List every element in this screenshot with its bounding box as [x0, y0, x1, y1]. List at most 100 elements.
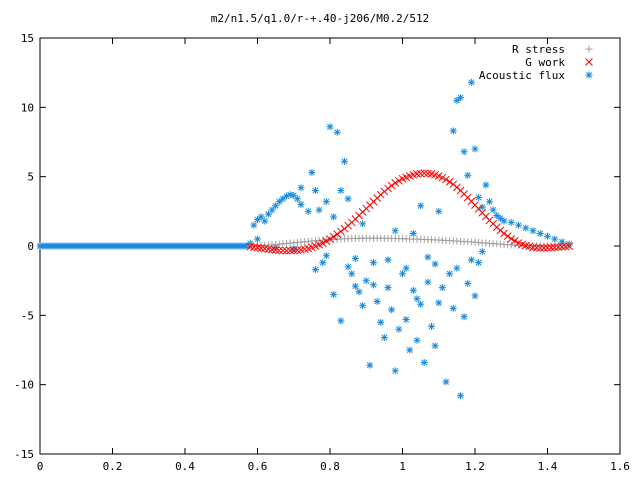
- series-point: [536, 230, 544, 238]
- series-point: [297, 184, 305, 192]
- series-point: [344, 263, 352, 271]
- series-point: [554, 243, 563, 251]
- series-point: [475, 193, 483, 201]
- y-tick-label: 5: [27, 171, 34, 184]
- series-point: [322, 237, 331, 246]
- y-tick-label: -15: [14, 448, 34, 461]
- series-point: [482, 181, 490, 189]
- series-point: [384, 184, 392, 193]
- series-point: [36, 242, 44, 250]
- series-point: [442, 175, 450, 184]
- series-point: [424, 169, 432, 178]
- series-point: [337, 187, 345, 195]
- series-point: [391, 367, 399, 375]
- series-point: [326, 235, 334, 243]
- series-point: [496, 214, 504, 222]
- series-point: [467, 78, 475, 86]
- series-point: [475, 259, 483, 267]
- series-point: [428, 322, 435, 330]
- series-point: [322, 252, 330, 260]
- series-point: [547, 243, 555, 252]
- series-point: [420, 169, 429, 178]
- series-point: [471, 145, 479, 153]
- series-point: [406, 346, 414, 354]
- series-point: [275, 198, 283, 206]
- series-point: [308, 169, 316, 177]
- series-point: [457, 94, 464, 102]
- x-tick-label: 0.2: [103, 460, 123, 473]
- series-point: [377, 318, 385, 326]
- series-point: [558, 238, 566, 246]
- series-2: [36, 78, 573, 400]
- series-point: [348, 270, 356, 278]
- series-point: [438, 284, 446, 292]
- series-point: [511, 237, 519, 245]
- y-tick-label: 0: [27, 240, 34, 253]
- series-point: [370, 281, 377, 289]
- series-point: [424, 278, 432, 286]
- x-tick-label: 0.8: [320, 460, 340, 473]
- series-point: [507, 234, 516, 243]
- series-point: [486, 198, 493, 206]
- x-tick-label: 0.6: [248, 460, 268, 473]
- series-point: [529, 227, 537, 235]
- legend-marker: [585, 71, 593, 79]
- series-point: [254, 235, 261, 243]
- series-point: [413, 336, 421, 344]
- series-point: [402, 315, 410, 323]
- series-point: [544, 232, 551, 240]
- series-point: [431, 260, 439, 268]
- series-point: [329, 232, 338, 241]
- series-point: [460, 148, 468, 156]
- series-point: [449, 304, 457, 312]
- series-point: [395, 325, 403, 333]
- series-point: [344, 195, 352, 203]
- series-point: [330, 291, 338, 299]
- series-point: [471, 292, 479, 300]
- series-point: [261, 217, 269, 225]
- series-point: [388, 306, 396, 314]
- series-point: [551, 235, 559, 243]
- series-point: [550, 243, 559, 252]
- series-point: [333, 128, 341, 136]
- y-tick-label: 10: [21, 101, 34, 114]
- series-point: [312, 266, 319, 274]
- series-point: [355, 288, 363, 296]
- series-point: [387, 181, 396, 190]
- series-point: [359, 302, 367, 310]
- x-tick-label: 1: [399, 460, 406, 473]
- series-point: [464, 279, 472, 287]
- series-point: [275, 246, 284, 255]
- series-point: [424, 253, 432, 261]
- legend-label: G work: [525, 56, 565, 69]
- series-point: [366, 361, 374, 369]
- series-point: [507, 218, 515, 226]
- series-point: [250, 221, 258, 229]
- chart-title: m2/n1.5/q1.0/r-+.40-j206/M0.2/512: [211, 12, 430, 25]
- series-point: [464, 171, 472, 179]
- y-tick-label: -5: [21, 309, 34, 322]
- series-point: [417, 202, 425, 210]
- series-point: [416, 169, 425, 178]
- series-point: [536, 244, 545, 252]
- series-point: [351, 282, 359, 290]
- series-point: [370, 259, 377, 267]
- series-point: [413, 295, 421, 303]
- series-point: [384, 256, 392, 264]
- series-point: [391, 179, 400, 187]
- series-point: [351, 254, 359, 262]
- series-point: [522, 224, 530, 232]
- series-point: [543, 244, 552, 252]
- series-point: [318, 239, 327, 248]
- series-point: [457, 392, 464, 400]
- series-point: [297, 200, 305, 208]
- series-point: [489, 206, 497, 214]
- series-point: [391, 227, 399, 235]
- y-tick-label: -10: [14, 379, 34, 392]
- series-point: [453, 96, 461, 104]
- series-point: [337, 227, 345, 236]
- series-point: [500, 229, 508, 238]
- x-tick-label: 1.4: [538, 460, 558, 473]
